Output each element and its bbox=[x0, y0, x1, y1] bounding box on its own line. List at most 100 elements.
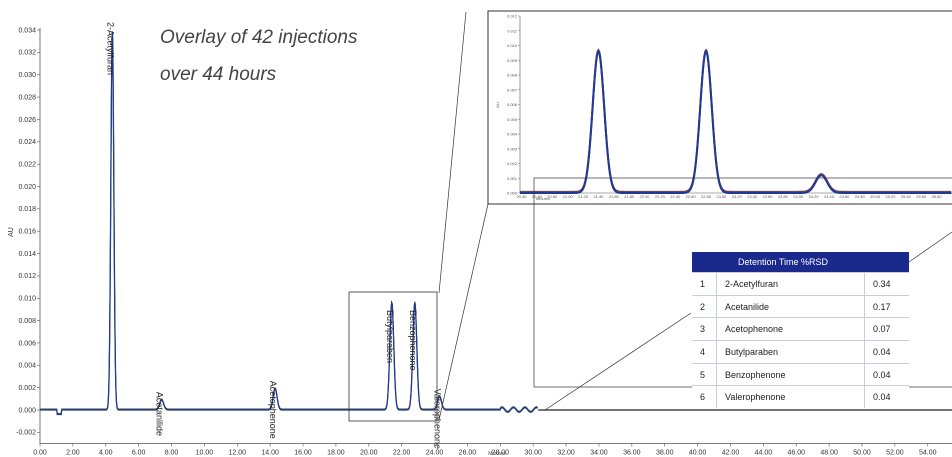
inset-x-tick-label: 23.20 bbox=[732, 194, 743, 199]
table-cell-value: 0.17 bbox=[864, 294, 909, 318]
x-tick-label: 36.00 bbox=[623, 450, 641, 457]
y-tick-label: 0.022 bbox=[18, 161, 36, 168]
y-tick-label: -0.002 bbox=[16, 430, 36, 437]
x-tick-label: 6.00 bbox=[132, 450, 146, 457]
inset-y-tick-label: 0.007 bbox=[507, 87, 518, 92]
x-tick-label: 42.00 bbox=[722, 450, 740, 457]
table-cell-name: Acetanilide bbox=[716, 294, 865, 318]
table-row: 4 Butylparaben 0.04 bbox=[692, 340, 909, 364]
inset-x-tick-label: 23.40 bbox=[747, 194, 758, 199]
inset-x-tick-label: 21.80 bbox=[624, 194, 635, 199]
y-tick-label: 0.028 bbox=[18, 94, 36, 101]
table-cell-value: 0.34 bbox=[864, 272, 909, 296]
peak-label: Acetophenone bbox=[268, 381, 278, 439]
inset-x-axis-label: Minutes bbox=[536, 196, 550, 201]
inset-x-tick-label: 22.80 bbox=[701, 194, 712, 199]
x-tick-label: 54.00 bbox=[919, 450, 937, 457]
inset-x-tick-label: 23.80 bbox=[778, 194, 789, 199]
peak-label: Acetanilide bbox=[155, 392, 165, 436]
inset-y-tick-label: 0.006 bbox=[507, 102, 518, 107]
inset-x-tick-label: 25.20 bbox=[885, 194, 896, 199]
y-tick-label: 0.010 bbox=[18, 296, 36, 303]
connector-line-table bbox=[544, 312, 692, 411]
inset-x-tick-label: 21.00 bbox=[563, 194, 574, 199]
x-tick-label: 8.00 bbox=[165, 450, 179, 457]
x-tick-label: 28.00 bbox=[492, 450, 510, 457]
table-row: 2 Acetanilide 0.17 bbox=[692, 294, 909, 318]
y-tick-label: 0.002 bbox=[18, 385, 36, 392]
peak-label: Benzophenone bbox=[408, 310, 418, 371]
x-tick-label: 2.00 bbox=[66, 450, 80, 457]
x-tick-label: 38.00 bbox=[656, 450, 674, 457]
x-tick-label: 4.00 bbox=[99, 450, 113, 457]
x-tick-label: 22.00 bbox=[393, 450, 411, 457]
table-header-row: Detention Time %RSD bbox=[692, 252, 909, 273]
x-tick-label: 14.00 bbox=[261, 450, 279, 457]
y-tick-label: 0.012 bbox=[18, 273, 36, 280]
x-tick-label: 52.00 bbox=[886, 450, 904, 457]
inset-y-tick-label: 0.000 bbox=[507, 191, 518, 196]
inset-frame bbox=[487, 10, 952, 205]
chromatogram-trace-green bbox=[40, 31, 538, 414]
inset-x-tick-label: 22.20 bbox=[655, 194, 666, 199]
inset-x-tick-label: 25.80 bbox=[932, 194, 943, 199]
table-header-label: Detention Time %RSD bbox=[738, 257, 829, 267]
table-header: Detention Time %RSD bbox=[692, 252, 909, 273]
inset-y-tick-label: 0.005 bbox=[507, 117, 518, 122]
y-tick-label: 0.034 bbox=[18, 27, 36, 34]
overlay-text-line-2: over 44 hours bbox=[160, 64, 277, 85]
inset-chromatogram: 0.000 0.001 0.002 0.003 0.004 0.005 0.006 0.007… bbox=[438, 10, 952, 421]
x-tick-label: 26.00 bbox=[459, 450, 477, 457]
inset-x-tick-label: 24.80 bbox=[855, 194, 866, 199]
y-tick-label: 0.006 bbox=[18, 340, 36, 347]
peak-label: 2-Acetylfuran bbox=[105, 22, 115, 75]
inset-y-tick-label: 0.004 bbox=[507, 132, 518, 137]
inset-x-tick-label: 21.40 bbox=[593, 194, 604, 199]
chromatogram-trace bbox=[40, 32, 538, 416]
table-row: 3 Acetophenone 0.07 bbox=[692, 317, 909, 341]
table-cell-value: 0.04 bbox=[864, 340, 909, 364]
x-tick-label: 30.00 bbox=[524, 450, 542, 457]
table-cell-num: 5 bbox=[692, 362, 717, 386]
inset-x-tick-label: 22.00 bbox=[640, 194, 651, 199]
x-tick-label: 12.00 bbox=[229, 450, 247, 457]
table-cell-name: 2-Acetylfuran bbox=[716, 272, 865, 296]
inset-x-tick-label: 21.60 bbox=[609, 194, 620, 199]
y-tick-label: 0.004 bbox=[18, 363, 36, 370]
table-row: 1 2-Acetylfuran 0.34 bbox=[692, 272, 909, 296]
peak-label: Butylparaben bbox=[385, 310, 395, 363]
inset-x-tick-label: 22.40 bbox=[670, 194, 681, 199]
x-tick-label: 24.00 bbox=[426, 450, 444, 457]
x-axis-label: Minutes bbox=[488, 451, 506, 457]
x-tick-label: 10.00 bbox=[196, 450, 214, 457]
inset-x-tick-label: 24.60 bbox=[839, 194, 850, 199]
inset-x-tick-label: 24.00 bbox=[793, 194, 804, 199]
y-tick-label: 0.008 bbox=[18, 318, 36, 325]
x-tick-label: 44.00 bbox=[755, 450, 773, 457]
table-cell-value: 0.07 bbox=[864, 317, 909, 341]
inset-y-axis-label: AU bbox=[495, 102, 500, 108]
table-cell-num: 1 bbox=[692, 272, 717, 296]
inset-y-tick-label: 0.009 bbox=[507, 58, 518, 63]
inset-y-tick-label: 0.001 bbox=[507, 176, 518, 181]
inset-y-tick-label: 0.002 bbox=[507, 161, 518, 166]
x-tick-label: 32.00 bbox=[557, 450, 575, 457]
y-tick-label: 0.024 bbox=[18, 139, 36, 146]
inset-x-tick-label: 24.40 bbox=[824, 194, 835, 199]
overlay-text-line-1: Overlay of 42 injections bbox=[160, 27, 358, 48]
y-tick-label: 0.032 bbox=[18, 50, 36, 57]
x-tick-label: 16.00 bbox=[294, 450, 312, 457]
y-tick-label: 0.018 bbox=[18, 206, 36, 213]
inset-trace bbox=[520, 49, 952, 194]
table-cell-name: Acetophenone bbox=[716, 317, 865, 341]
inset-x-tick-label: 23.00 bbox=[716, 194, 727, 199]
inset-x-tick-label: 22.60 bbox=[686, 194, 697, 199]
table-cell-value: 0.04 bbox=[864, 362, 909, 386]
table-cell-name: Benzophenone bbox=[716, 362, 865, 386]
y-tick-label: 0.000 bbox=[18, 407, 36, 414]
y-axis-label: AU bbox=[8, 227, 15, 237]
y-tick-label: 0.030 bbox=[18, 72, 36, 79]
main-chromatogram: -0.002 0.000 0.002 0.004 0.006 0.008 0.010 0.01… bbox=[8, 22, 952, 457]
x-tick-label: 20.00 bbox=[360, 450, 378, 457]
